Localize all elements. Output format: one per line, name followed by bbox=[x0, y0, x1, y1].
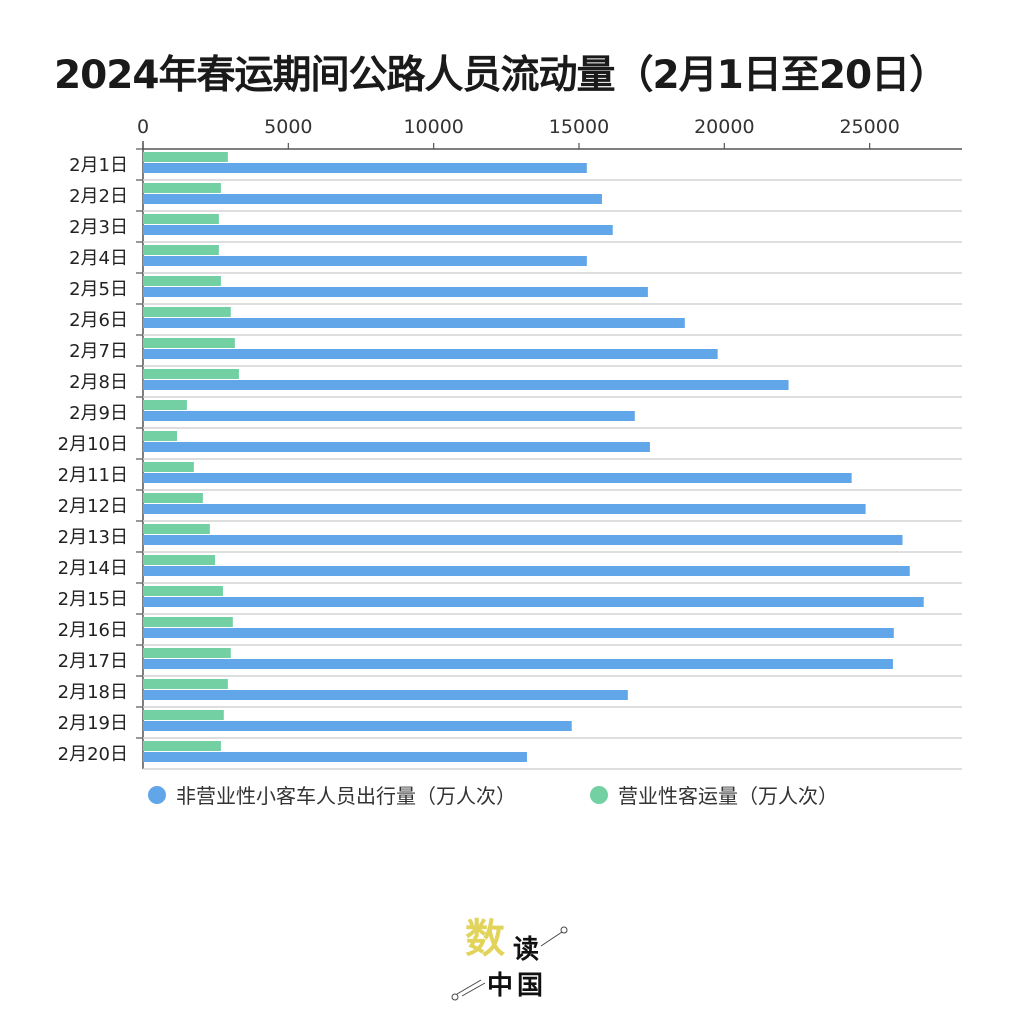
bar-commercial bbox=[143, 617, 233, 627]
y-tick-label: 2月14日 bbox=[58, 558, 128, 579]
bar-commercial bbox=[143, 183, 221, 193]
bar-commercial bbox=[143, 369, 239, 379]
bar-commercial bbox=[143, 741, 221, 751]
bar-private-car bbox=[143, 163, 587, 173]
x-tick-label: 20000 bbox=[694, 116, 754, 138]
y-tick-label: 2月10日 bbox=[58, 434, 128, 455]
bar-commercial bbox=[143, 431, 178, 441]
svg-text:中: 中 bbox=[487, 971, 513, 1001]
bar-commercial bbox=[143, 524, 210, 534]
bar-commercial bbox=[143, 648, 231, 658]
chart-title: 2024年春运期间公路人员流动量（2月1日至20日） bbox=[54, 53, 948, 98]
legend-swatch bbox=[590, 785, 608, 804]
bar-private-car bbox=[143, 349, 718, 359]
y-tick-label: 2月16日 bbox=[58, 620, 128, 641]
x-tick-label: 10000 bbox=[403, 116, 463, 138]
bar-commercial bbox=[143, 555, 216, 565]
bar-commercial bbox=[143, 462, 194, 472]
y-tick-label: 2月2日 bbox=[69, 186, 128, 207]
bar-commercial bbox=[143, 679, 228, 689]
logo-shuduzhongguo: 数 读 中 国 bbox=[451, 915, 568, 1001]
y-tick-label: 2月15日 bbox=[58, 589, 128, 610]
y-tick-label: 2月9日 bbox=[69, 403, 128, 424]
bar-private-car bbox=[143, 721, 572, 731]
x-tick-label: 5000 bbox=[264, 116, 312, 138]
y-tick-label: 2月6日 bbox=[69, 310, 128, 331]
x-tick-label: 25000 bbox=[839, 116, 899, 138]
bar-private-car bbox=[143, 411, 635, 421]
legend-item-private-cars: 非营业性小客车人员出行量（万人次） bbox=[148, 780, 516, 809]
bar-private-car bbox=[143, 225, 613, 235]
y-tick-label: 2月18日 bbox=[58, 682, 128, 703]
bar-commercial bbox=[143, 338, 235, 348]
bar-commercial bbox=[143, 400, 187, 410]
svg-text:读: 读 bbox=[513, 935, 539, 965]
bar-commercial bbox=[143, 586, 223, 596]
bar-private-car bbox=[143, 535, 903, 545]
legend-label: 营业性客运量（万人次） bbox=[618, 784, 838, 808]
y-tick-label: 2月20日 bbox=[58, 744, 128, 765]
y-tick-label: 2月12日 bbox=[58, 496, 128, 517]
bar-private-car bbox=[143, 473, 852, 483]
bar-private-car bbox=[143, 690, 628, 700]
bar-private-car bbox=[143, 256, 587, 266]
bar-private-car bbox=[143, 566, 910, 576]
bar-commercial bbox=[143, 493, 203, 503]
bar-private-car bbox=[143, 194, 602, 204]
bar-private-car bbox=[143, 628, 894, 638]
y-tick-label: 2月3日 bbox=[69, 217, 128, 238]
y-tick-label: 2月13日 bbox=[58, 527, 128, 548]
bar-commercial bbox=[143, 245, 219, 255]
bar-private-car bbox=[143, 442, 650, 452]
bar-private-car bbox=[143, 287, 648, 297]
bar-commercial bbox=[143, 307, 231, 317]
bar-commercial bbox=[143, 152, 228, 162]
x-tick-label: 15000 bbox=[549, 116, 609, 138]
bar-private-car bbox=[143, 318, 685, 328]
y-tick-label: 2月4日 bbox=[69, 248, 128, 269]
y-tick-label: 2月7日 bbox=[69, 341, 128, 362]
bar-private-car bbox=[143, 597, 924, 607]
y-tick-label: 2月1日 bbox=[69, 155, 128, 176]
y-tick-label: 2月11日 bbox=[58, 465, 128, 486]
y-tick-label: 2月5日 bbox=[69, 279, 128, 300]
legend-swatch bbox=[148, 785, 166, 804]
y-tick-label: 2月17日 bbox=[58, 651, 128, 672]
bar-commercial bbox=[143, 276, 221, 286]
legend-item-commercial: 营业性客运量（万人次） bbox=[590, 780, 838, 809]
svg-text:数: 数 bbox=[465, 915, 505, 962]
y-tick-label: 2月19日 bbox=[58, 713, 128, 734]
y-tick-label: 2月8日 bbox=[69, 372, 128, 393]
svg-text:国: 国 bbox=[517, 971, 543, 1001]
x-tick-label: 0 bbox=[137, 116, 149, 138]
bar-private-car bbox=[143, 380, 789, 390]
bar-commercial bbox=[143, 710, 224, 720]
legend-label: 非营业性小客车人员出行量（万人次） bbox=[176, 784, 516, 808]
bar-private-car bbox=[143, 752, 527, 762]
bar-commercial bbox=[143, 214, 219, 224]
bar-private-car bbox=[143, 504, 866, 514]
bar-private-car bbox=[143, 659, 893, 669]
